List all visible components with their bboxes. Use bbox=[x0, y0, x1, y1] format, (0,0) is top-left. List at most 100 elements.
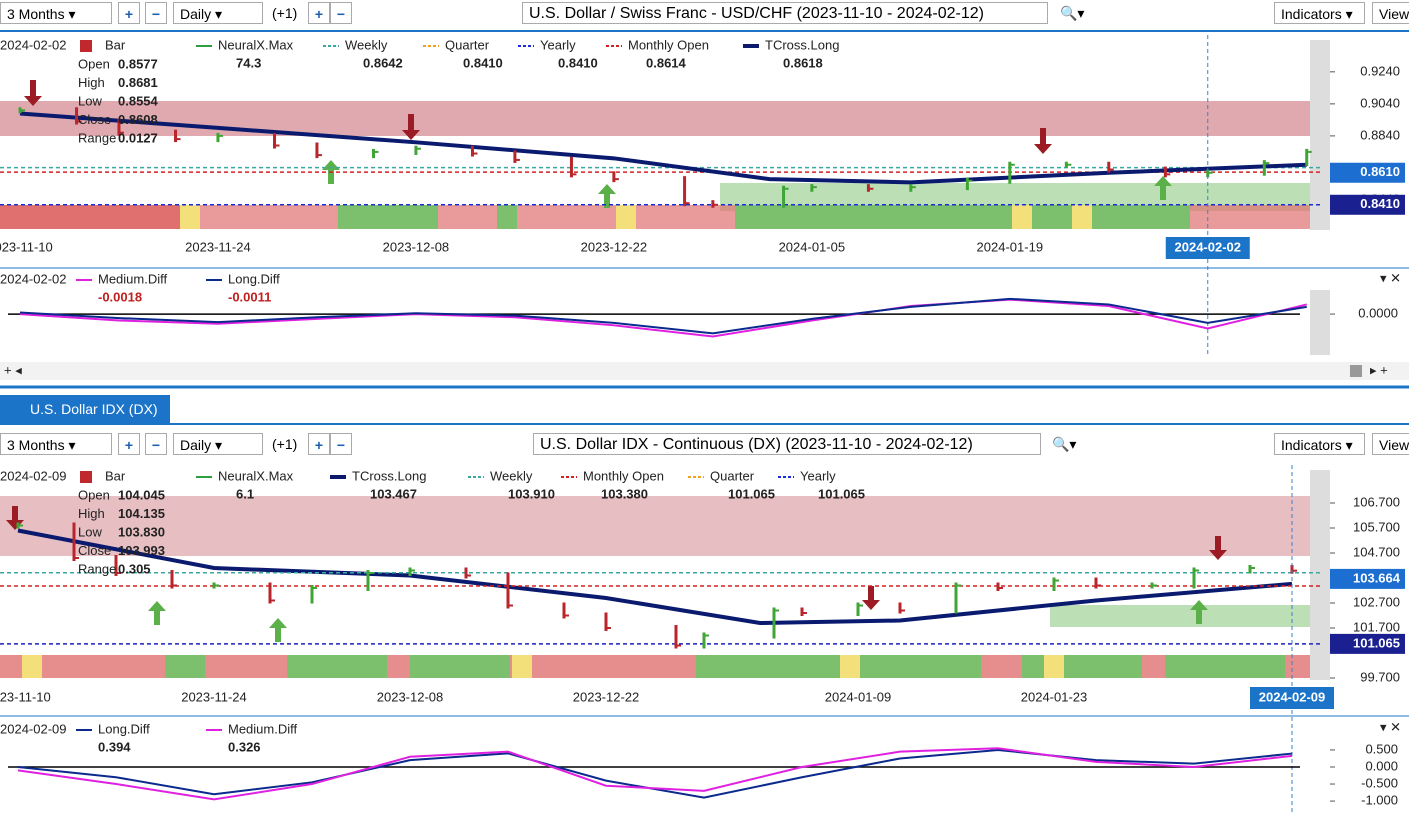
range-select[interactable]: 3 Months ▾ bbox=[0, 433, 112, 455]
legend-name: TCross.Long bbox=[352, 468, 426, 483]
tab[interactable]: U.S. Dollar IDX (DX) bbox=[0, 395, 170, 423]
indicators-menu[interactable]: Indicators ▾ bbox=[1274, 2, 1365, 24]
price-bar bbox=[954, 582, 958, 614]
zoom-out[interactable]: − bbox=[145, 2, 167, 24]
tcross-line bbox=[17, 528, 1293, 626]
close-icon[interactable]: ▾ ✕ bbox=[1380, 719, 1401, 734]
price-marker bbox=[1330, 162, 1405, 183]
interval-select[interactable]: Daily ▾ bbox=[173, 433, 263, 455]
price-bar bbox=[1305, 148, 1309, 167]
price-bar bbox=[683, 176, 687, 207]
legend-date: 2024-02-02 bbox=[0, 37, 67, 52]
legend-name: Weekly bbox=[345, 37, 388, 52]
ohlc-label: Low bbox=[78, 524, 102, 539]
step-down[interactable]: − bbox=[330, 433, 352, 455]
price-bar bbox=[1107, 161, 1111, 173]
ohlc-label: Close bbox=[78, 543, 111, 558]
view-menu[interactable]: View bbox=[1372, 2, 1409, 24]
ohlc-label: Open bbox=[78, 487, 110, 502]
legend-bar: Bar bbox=[105, 37, 126, 52]
y-tick-label: 99.700 bbox=[1360, 669, 1400, 684]
price-bar bbox=[1262, 160, 1266, 176]
cursor-date: 2024-02-09 bbox=[1259, 689, 1326, 704]
price-bar bbox=[268, 582, 272, 604]
price-bar bbox=[75, 107, 79, 125]
price-bar bbox=[898, 602, 902, 614]
legend-name: Weekly bbox=[490, 468, 533, 483]
step-up[interactable]: + bbox=[308, 2, 330, 24]
step-up[interactable]: + bbox=[308, 433, 330, 455]
interval-select[interactable]: Daily ▾ bbox=[173, 2, 263, 24]
zoom-out[interactable]: − bbox=[145, 433, 167, 455]
chart-layer: 0.92400.90400.88400.84402023-11-102023-1… bbox=[0, 35, 1405, 813]
price-bar bbox=[414, 145, 418, 155]
price-marker-label: 103.664 bbox=[1353, 570, 1401, 585]
ohlc-label: Range bbox=[78, 130, 116, 145]
indicator-line bbox=[19, 298, 1307, 338]
y-tick-label: -1.000 bbox=[1361, 793, 1398, 808]
symbol-title[interactable]: U.S. Dollar / Swiss Franc - USD/CHF (202… bbox=[522, 2, 1048, 24]
indicator-line bbox=[17, 748, 1293, 799]
y-tick-label: 106.700 bbox=[1353, 494, 1400, 509]
y-tick-label: 0.9040 bbox=[1360, 95, 1400, 110]
legend-value: 0.326 bbox=[228, 739, 261, 754]
bar-icon bbox=[80, 40, 92, 52]
price-bar bbox=[408, 567, 412, 576]
tcross-line bbox=[19, 111, 1307, 185]
zoom-in[interactable]: + bbox=[118, 433, 140, 455]
price-bar bbox=[310, 585, 314, 604]
ohlc-label: Range bbox=[78, 561, 116, 576]
price-marker bbox=[1330, 194, 1405, 215]
x-tick-label: 2023-11-10 bbox=[0, 689, 51, 704]
x-tick-label: 2024-01-23 bbox=[1021, 689, 1088, 704]
price-bar bbox=[1094, 577, 1098, 589]
symbol-title[interactable]: U.S. Dollar IDX - Continuous (DX) (2023-… bbox=[533, 433, 1041, 455]
legend-value: 0.394 bbox=[98, 739, 131, 754]
legend-date: 2024-02-09 bbox=[0, 721, 67, 736]
legend-value: 0.8410 bbox=[558, 55, 598, 70]
legend-value: -0.0018 bbox=[98, 289, 142, 304]
price-bar bbox=[1192, 567, 1196, 589]
ohlc-value: 103.993 bbox=[118, 543, 165, 558]
price-bar bbox=[170, 570, 174, 589]
legend-value: 0.8614 bbox=[646, 55, 687, 70]
price-bar bbox=[72, 522, 76, 561]
legend-date: 2024-02-09 bbox=[0, 468, 67, 483]
price-bar bbox=[562, 602, 566, 619]
price-bar bbox=[1052, 577, 1056, 591]
view-menu[interactable]: View bbox=[1372, 433, 1409, 455]
legend-name: Monthly Open bbox=[628, 37, 709, 52]
y-tick-label: 0.000 bbox=[1365, 758, 1398, 773]
ohlc-value: 0.8608 bbox=[118, 112, 158, 127]
price-bar bbox=[1290, 565, 1294, 574]
search[interactable]: 🔍▾ bbox=[1052, 436, 1077, 452]
ohlc-label: Close bbox=[78, 112, 111, 127]
scroll-left[interactable]: + ◂ bbox=[4, 362, 22, 377]
price-marker-label: 0.8610 bbox=[1360, 164, 1400, 179]
price-bar bbox=[965, 177, 969, 191]
legend-value: 101.065 bbox=[818, 486, 865, 501]
legend-name: Yearly bbox=[800, 468, 836, 483]
ohlc-value: 103.830 bbox=[118, 524, 165, 539]
price-bar bbox=[1248, 565, 1252, 574]
legend-name: NeuralX.Max bbox=[218, 37, 294, 52]
price-bar bbox=[772, 607, 776, 639]
legend-value: 74.3 bbox=[236, 55, 261, 70]
step-down[interactable]: − bbox=[330, 2, 352, 24]
close-icon[interactable]: ▾ ✕ bbox=[1380, 270, 1401, 285]
price-bar bbox=[569, 156, 573, 178]
search[interactable]: 🔍▾ bbox=[1060, 5, 1085, 21]
range: 3 Months bbox=[7, 437, 65, 453]
range-select[interactable]: 3 Months ▾ bbox=[0, 2, 112, 24]
indicators-menu[interactable]: Indicators ▾ bbox=[1274, 433, 1365, 455]
interval: Daily bbox=[180, 437, 212, 453]
scroll-right[interactable]: ▸ + bbox=[1370, 362, 1388, 377]
x-tick-label: 2023-12-22 bbox=[581, 239, 648, 254]
legend-name: Medium.Diff bbox=[98, 271, 168, 286]
price-marker bbox=[1330, 633, 1405, 654]
zoom-in[interactable]: + bbox=[118, 2, 140, 24]
legend-value: 103.380 bbox=[601, 486, 648, 501]
price-bar bbox=[604, 612, 608, 631]
y-tick-label: 105.700 bbox=[1353, 519, 1400, 534]
